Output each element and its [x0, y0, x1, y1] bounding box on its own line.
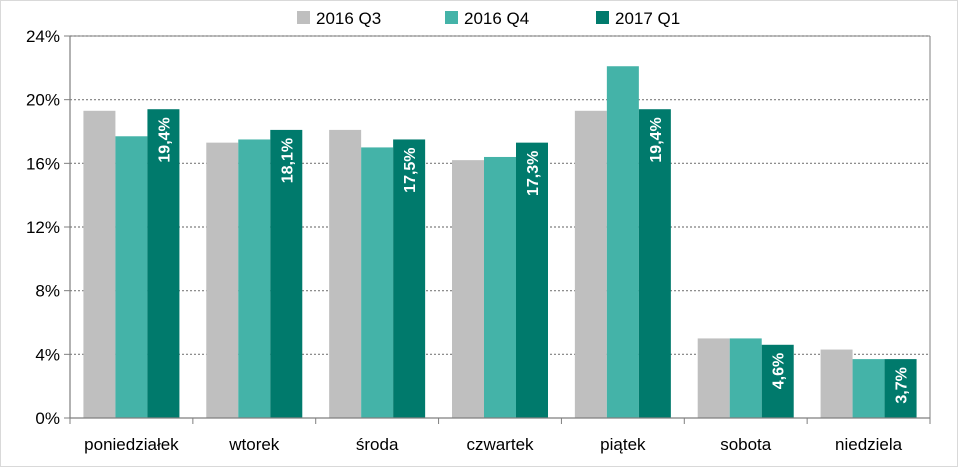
bar — [729, 338, 762, 418]
bar — [697, 338, 730, 418]
bar — [329, 129, 362, 419]
bar — [115, 136, 148, 418]
bar — [393, 139, 426, 419]
bar — [83, 110, 116, 418]
y-tick-label: 4% — [35, 345, 60, 364]
y-tick-label: 20% — [26, 91, 60, 110]
y-tick-label: 16% — [26, 154, 60, 173]
bar — [484, 156, 516, 418]
y-tick-label: 24% — [26, 27, 60, 46]
x-tick-label: poniedziałek — [84, 435, 179, 454]
bar — [884, 359, 917, 418]
data-label: 19,4% — [156, 117, 173, 162]
x-tick-label: sobota — [720, 435, 772, 454]
bar — [270, 129, 303, 419]
bar — [606, 66, 639, 418]
data-label: 17,3% — [525, 151, 542, 196]
data-label: 19,4% — [648, 117, 665, 162]
bar — [638, 109, 671, 418]
bar — [516, 142, 548, 418]
x-tick-label: niedziela — [835, 435, 903, 454]
x-tick-label: wtorek — [228, 435, 280, 454]
y-tick-label: 12% — [26, 218, 60, 237]
bar — [852, 359, 885, 418]
data-label: 4,6% — [771, 353, 788, 389]
legend-label: 2016 Q4 — [464, 9, 529, 28]
bar — [361, 147, 394, 418]
legend-swatch — [596, 11, 609, 24]
x-tick-label: piątek — [600, 435, 646, 454]
data-labels: 19,4% 18,1% 17,5% 17,3% 19,4% 4,6% 3,7% — [156, 117, 910, 403]
bar — [147, 109, 180, 418]
legend-swatch — [297, 11, 310, 24]
legend-swatch — [445, 11, 458, 24]
x-tick-label: czwartek — [466, 435, 534, 454]
legend-label: 2016 Q3 — [316, 9, 381, 28]
legend-label: 2017 Q1 — [615, 9, 680, 28]
bar — [452, 160, 484, 418]
data-label: 3,7% — [894, 367, 911, 403]
bar — [238, 139, 271, 419]
bar — [761, 344, 794, 418]
y-tick-label: 0% — [35, 409, 60, 428]
bars — [83, 66, 917, 419]
legend: 2016 Q3 2016 Q4 2017 Q1 — [297, 9, 680, 28]
axes: 0% 4% 8% 12% 16% 20% 24% poniedziałek wtorek środ… — [26, 27, 931, 454]
bar — [206, 142, 239, 418]
bar — [574, 110, 607, 418]
data-label: 17,5% — [402, 147, 419, 192]
bar — [820, 349, 853, 418]
data-label: 18,1% — [279, 138, 296, 183]
y-tick-label: 8% — [35, 282, 60, 301]
x-tick-label: środa — [356, 435, 399, 454]
